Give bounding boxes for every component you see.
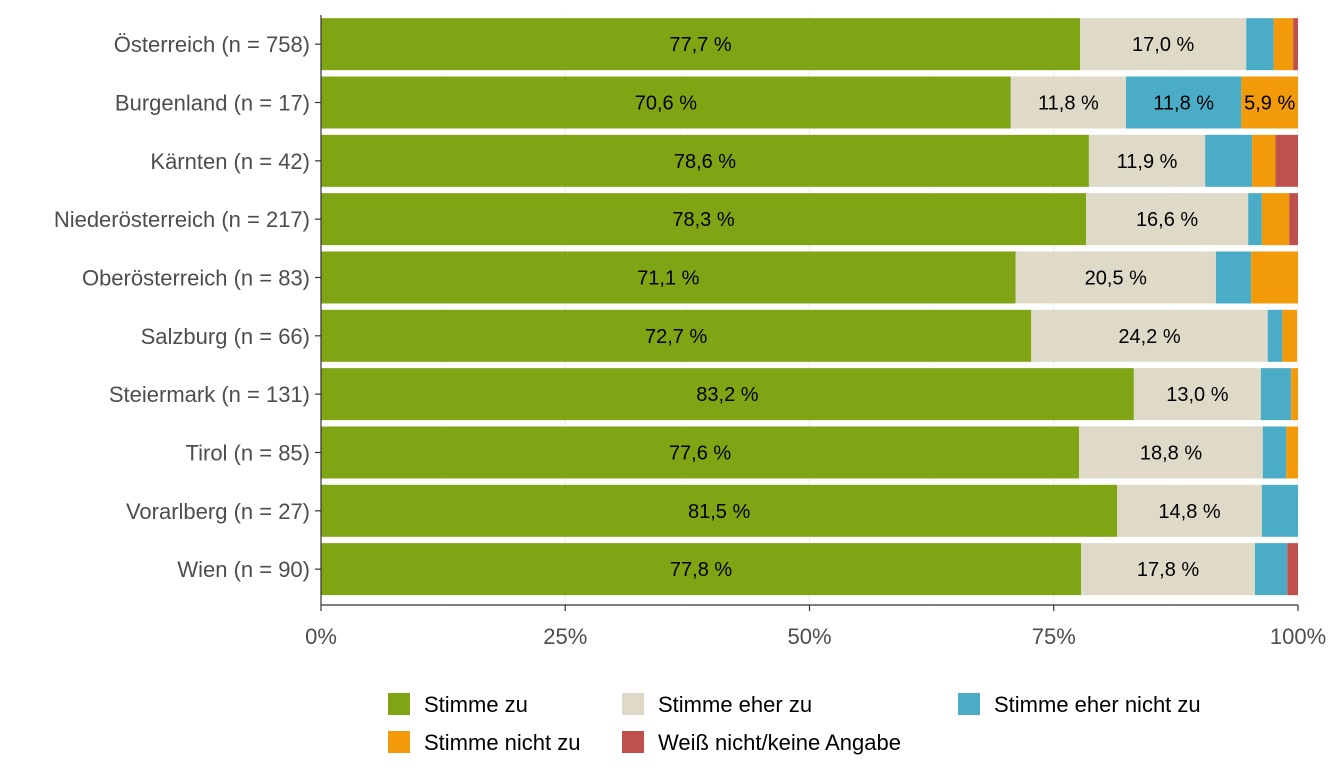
bar-segment bbox=[321, 309, 1032, 362]
category-label: Burgenland (n = 17) bbox=[115, 90, 310, 115]
bar-segment bbox=[1267, 309, 1283, 362]
bar-value-label: 11,8 % bbox=[1038, 92, 1099, 114]
legend-swatch bbox=[958, 693, 980, 715]
category-label: Österreich (n = 758) bbox=[114, 32, 310, 57]
bar-segment bbox=[1205, 134, 1253, 187]
bar-segment bbox=[321, 426, 1080, 479]
bar-value-label: 17,8 % bbox=[1137, 559, 1199, 581]
bar-segment bbox=[1079, 426, 1263, 479]
bar-segment bbox=[1088, 134, 1206, 187]
category-axis-labels: Österreich (n = 758) Burgenland (n = 17) K… bbox=[54, 32, 310, 582]
bar-segment bbox=[1275, 134, 1298, 187]
legend-swatch bbox=[388, 731, 410, 753]
category-label: Niederösterreich (n = 217) bbox=[54, 207, 310, 232]
bar-segment bbox=[1255, 543, 1288, 596]
bar-value-label: 77,6 % bbox=[669, 442, 731, 464]
bar-segment bbox=[1015, 251, 1216, 304]
category-label: Oberösterreich (n = 83) bbox=[82, 265, 310, 290]
bar-value-label: 24,2 % bbox=[1118, 326, 1180, 348]
legend-label: Weiß nicht/keine Angabe bbox=[658, 730, 901, 755]
legend-swatch bbox=[622, 693, 644, 715]
bar-segment bbox=[1117, 484, 1262, 537]
bar-value-label: 13,0 % bbox=[1166, 384, 1228, 406]
bar-segment bbox=[1241, 76, 1298, 129]
category-label: Steiermark (n = 131) bbox=[109, 382, 310, 407]
bar-segment bbox=[1287, 543, 1298, 596]
bar-value-label: 18,8 % bbox=[1140, 442, 1202, 464]
bar-segment bbox=[1246, 18, 1274, 71]
bar-segment bbox=[321, 484, 1118, 537]
category-label: Salzburg (n = 66) bbox=[141, 324, 310, 349]
bar-segment bbox=[1252, 134, 1276, 187]
bar-segment bbox=[1031, 309, 1268, 362]
bar-segment bbox=[1080, 18, 1247, 71]
legend-swatch bbox=[388, 693, 410, 715]
bar-value-label: 16,6 % bbox=[1136, 209, 1198, 231]
bar-value-label: 70,6 % bbox=[635, 92, 697, 114]
bar-value-label: 11,8 % bbox=[1153, 92, 1214, 114]
category-label: Vorarlberg (n = 27) bbox=[126, 499, 310, 524]
x-axis-ticks: 0% 25% 50% 75% 100% bbox=[305, 605, 1326, 649]
bar-segment bbox=[321, 76, 1011, 129]
bar-value-label: 78,6 % bbox=[674, 151, 736, 173]
legend: Stimme zu Stimme eher zu Stimme eher nicht… bbox=[388, 692, 1201, 755]
bar-segment bbox=[1262, 426, 1287, 479]
category-label: Tirol (n = 85) bbox=[185, 440, 310, 465]
bar-segment bbox=[321, 193, 1086, 246]
bar-value-label: 71,1 % bbox=[637, 267, 699, 289]
bar-segment bbox=[1081, 543, 1256, 596]
bar-segment bbox=[1133, 368, 1261, 421]
bar-segment bbox=[1273, 18, 1294, 71]
bar-segment bbox=[1248, 193, 1262, 246]
bar-value-label: 81,5 % bbox=[688, 501, 750, 523]
bar-segment bbox=[1286, 426, 1298, 479]
bar-segment bbox=[1261, 193, 1290, 246]
bar-value-labels: 77,7 % 17,0 % 70,6 % 11,8 % 11,8 % 5,9 % 78,6 … bbox=[635, 34, 1296, 581]
bar-segment bbox=[1260, 368, 1292, 421]
legend-label: Stimme eher zu bbox=[658, 692, 812, 717]
bar-segment bbox=[321, 543, 1082, 596]
category-label: Wien (n = 90) bbox=[177, 557, 310, 582]
bar-value-label: 20,5 % bbox=[1085, 267, 1147, 289]
bar-value-label: 77,7 % bbox=[669, 34, 731, 56]
bar-segment bbox=[1126, 76, 1242, 129]
bar-segment bbox=[1282, 309, 1298, 362]
legend-swatch bbox=[622, 731, 644, 753]
bar-value-label: 11,9 % bbox=[1117, 151, 1178, 173]
bar-segment bbox=[1293, 18, 1298, 71]
x-tick-label: 25% bbox=[543, 624, 587, 649]
bar-segment bbox=[1085, 193, 1249, 246]
bar-value-label: 17,0 % bbox=[1132, 34, 1194, 56]
bar-segment bbox=[321, 251, 1016, 304]
bar-value-label: 78,3 % bbox=[672, 209, 734, 231]
bar-segment bbox=[321, 134, 1089, 187]
bar-segment bbox=[1289, 193, 1298, 246]
bar-segment bbox=[1291, 368, 1298, 421]
bar-value-label: 14,8 % bbox=[1158, 501, 1220, 523]
x-tick-label: 75% bbox=[1032, 624, 1076, 649]
x-tick-label: 0% bbox=[305, 624, 337, 649]
bar-segment bbox=[321, 18, 1081, 71]
bar-segments bbox=[321, 18, 1298, 596]
bar-value-label: 72,7 % bbox=[645, 326, 707, 348]
legend-label: Stimme zu bbox=[424, 692, 528, 717]
bar-segment bbox=[1010, 76, 1127, 129]
bar-value-label: 77,8 % bbox=[670, 559, 732, 581]
bar-segment bbox=[321, 368, 1134, 421]
bar-value-label: 83,2 % bbox=[696, 384, 758, 406]
category-label: Kärnten (n = 42) bbox=[150, 149, 310, 174]
legend-label: Stimme eher nicht zu bbox=[994, 692, 1201, 717]
x-tick-label: 100% bbox=[1270, 624, 1326, 649]
bar-segment bbox=[1215, 251, 1252, 304]
legend-label: Stimme nicht zu bbox=[424, 730, 581, 755]
bar-value-label: 5,9 % bbox=[1244, 92, 1295, 114]
bar-segment bbox=[1261, 484, 1298, 537]
x-tick-label: 50% bbox=[787, 624, 831, 649]
bar-segment bbox=[1251, 251, 1298, 304]
